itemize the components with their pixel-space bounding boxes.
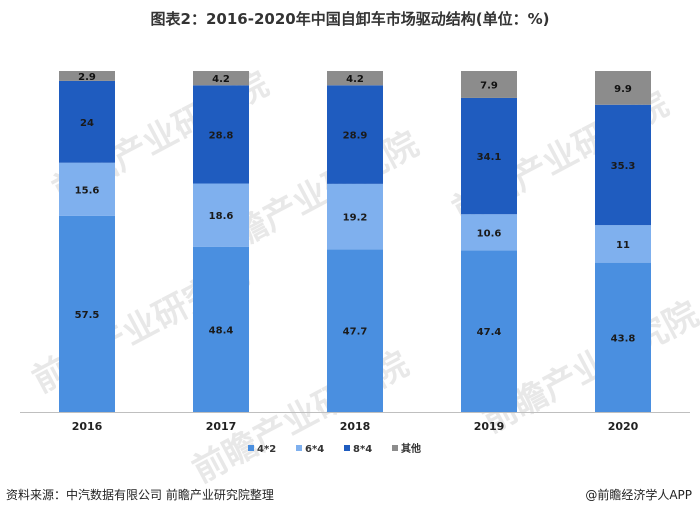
data-label-2018-series-3: 4.2 <box>346 74 364 85</box>
x-tick-label-2019: 2019 <box>474 420 505 433</box>
legend-label-2: 8*4 <box>353 444 372 455</box>
legend-swatch-2 <box>344 445 350 451</box>
data-label-2020-series-0: 43.8 <box>611 333 636 344</box>
bar-2019-series-2 <box>461 97 517 215</box>
data-label-2016-series-2: 24 <box>80 118 94 129</box>
legend-label-0: 4*2 <box>257 444 276 455</box>
bar-2018-series-3 <box>327 71 383 86</box>
bar-2019-series-1 <box>461 214 517 251</box>
bar-2017-series-2 <box>193 85 249 184</box>
data-label-2017-series-0: 48.4 <box>209 325 234 336</box>
x-tick-label-2017: 2017 <box>206 420 237 433</box>
bar-2016-series-0 <box>59 215 115 412</box>
bar-2018-series-0 <box>327 249 383 412</box>
data-label-2018-series-0: 47.7 <box>343 327 368 338</box>
bar-2020-series-0 <box>595 262 651 412</box>
data-label-2020-series-2: 35.3 <box>611 161 636 172</box>
data-label-2019-series-3: 7.9 <box>480 80 498 91</box>
bar-2019-series-3 <box>461 71 517 98</box>
brand-label: @前瞻经济学人APP <box>585 488 692 502</box>
data-label-2016-series-3: 2.9 <box>78 72 96 83</box>
data-label-2016-series-1: 15.6 <box>75 185 100 196</box>
data-label-2019-series-1: 10.6 <box>477 228 502 239</box>
stacked-bar-chart: 57.5 15.6 24 2.9 2016 48.4 18.6 28.8 4.2 2017 47.7… <box>20 71 690 455</box>
bar-2017-series-3 <box>193 71 249 86</box>
data-label-2018-series-2: 28.9 <box>343 131 368 142</box>
data-label-2017-series-1: 18.6 <box>209 211 234 222</box>
data-label-2019-series-0: 47.4 <box>477 327 502 338</box>
x-tick-label-2020: 2020 <box>608 420 639 433</box>
data-label-2020-series-1: 11 <box>616 240 630 251</box>
data-label-2016-series-0: 57.5 <box>75 310 100 321</box>
bar-2017-series-0 <box>193 246 249 412</box>
bar-2016-series-1 <box>59 162 115 216</box>
bar-2018-series-2 <box>327 85 383 184</box>
legend-swatch-3 <box>392 445 398 451</box>
data-label-2017-series-3: 4.2 <box>212 74 230 85</box>
bar-2020-series-2 <box>595 104 651 226</box>
x-tick-label-2016: 2016 <box>72 420 103 433</box>
chart-title: 图表2：2016-2020年中国自卸车市场驱动结构(单位：%) <box>150 10 550 28</box>
data-label-2019-series-2: 34.1 <box>477 152 502 163</box>
bar-2019-series-0 <box>461 250 517 412</box>
x-tick-label-2018: 2018 <box>340 420 371 433</box>
bar-2020-series-1 <box>595 225 651 263</box>
legend-label-3: 其他 <box>401 442 421 455</box>
bar-2016-series-3 <box>59 71 115 81</box>
data-label-2020-series-3: 9.9 <box>614 84 632 95</box>
data-label-2017-series-2: 28.8 <box>209 130 234 141</box>
legend-label-1: 6*4 <box>305 444 324 455</box>
legend-swatch-1 <box>296 445 302 451</box>
source-note: 资料来源：中汽数据有限公司 前瞻产业研究院整理 <box>6 488 274 502</box>
bar-2018-series-1 <box>327 183 383 250</box>
bar-2020-series-3 <box>595 71 651 105</box>
data-label-2018-series-1: 19.2 <box>343 213 368 224</box>
bar-2016-series-2 <box>59 80 115 163</box>
legend-swatch-0 <box>248 445 254 451</box>
bar-2017-series-1 <box>193 183 249 247</box>
